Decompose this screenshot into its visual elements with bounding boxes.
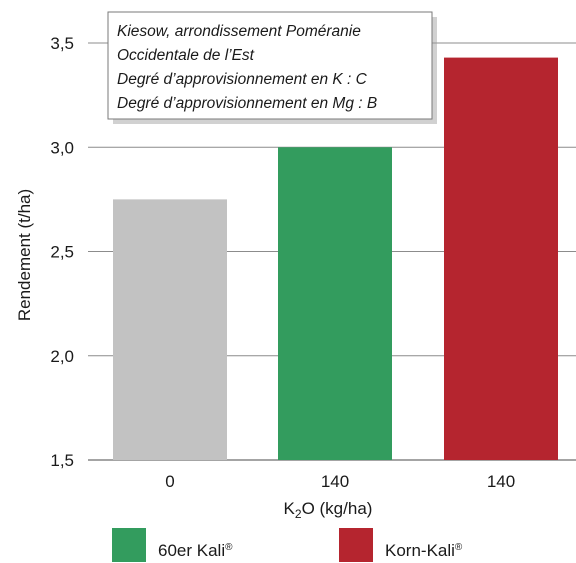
x-tick-label: 140 [487, 472, 515, 491]
legend-swatch-korn-kali [339, 528, 373, 562]
y-tick-labels: 1,5 2,0 2,5 3,0 3,5 [50, 34, 74, 470]
y-tick-label: 3,0 [50, 138, 74, 157]
y-tick-label: 1,5 [50, 451, 74, 470]
y-tick-label: 2,5 [50, 243, 74, 262]
annotation-frame [107, 11, 433, 120]
y-tick-label: 2,0 [50, 347, 74, 366]
y-tick-label: 3,5 [50, 34, 74, 53]
annotation-line-1: Kiesow, arrondissement Poméranie [117, 23, 361, 40]
legend: 60er Kali® Korn-Kali® [112, 528, 463, 562]
x-tick-label: 140 [321, 472, 349, 491]
annotation-line-3: Degré d’approvisionnement en K : C [117, 71, 368, 88]
legend-label-korn-kali: Korn-Kali® [385, 541, 463, 560]
bar-60er-kali [278, 147, 392, 460]
annotation-box: Kiesow, arrondissement Poméranie Occiden… [107, 11, 437, 124]
bar-korn-kali [444, 57, 558, 460]
x-axis-label: K2O (kg/ha) [284, 499, 373, 521]
legend-swatch-60er-kali [112, 528, 146, 562]
x-tick-labels: 0 140 140 [165, 472, 515, 491]
bar-control [113, 199, 227, 460]
bars [113, 57, 558, 460]
y-axis-label: Rendement (t/ha) [15, 189, 34, 321]
x-tick-label: 0 [165, 472, 174, 491]
legend-label-60er-kali: 60er Kali® [158, 541, 233, 560]
annotation-line-4: Degré d’approvisionnement en Mg : B [117, 95, 377, 112]
annotation-line-2: Occidentale de l’Est [117, 47, 255, 64]
